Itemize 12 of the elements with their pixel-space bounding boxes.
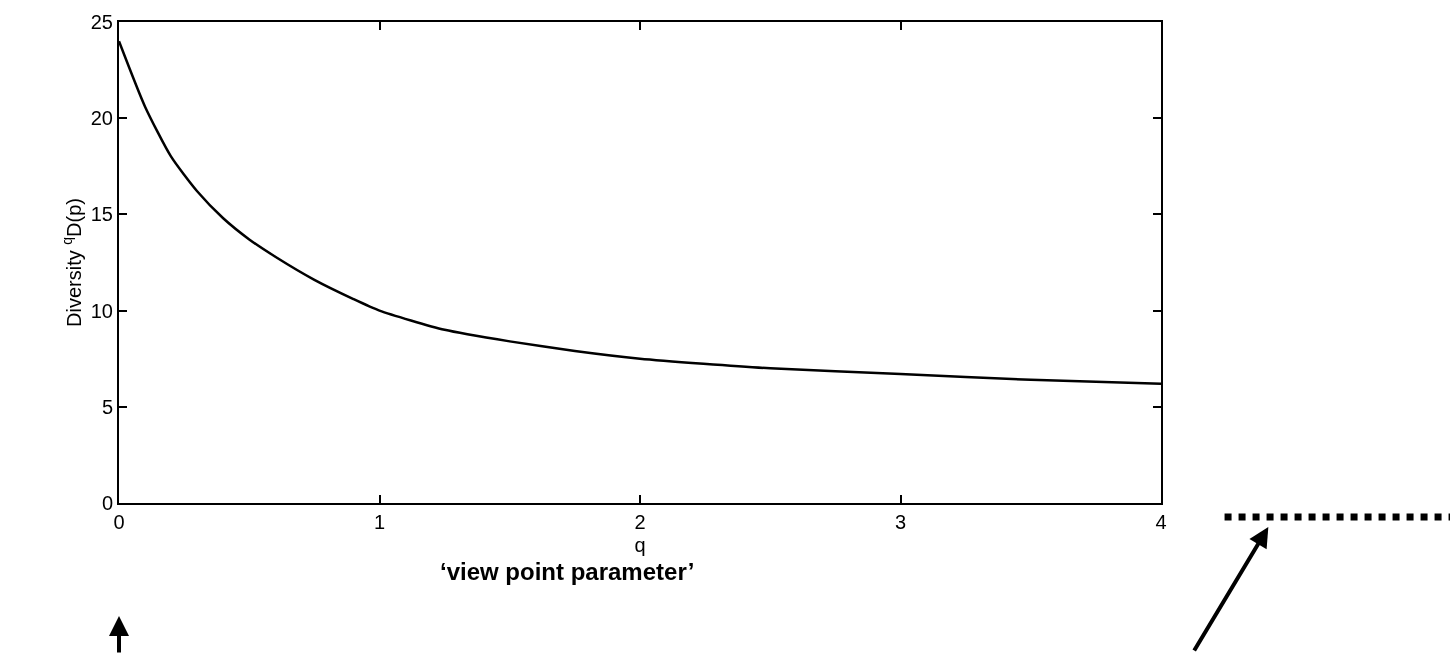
x-tick-label: 2 xyxy=(634,511,646,533)
y-tick-label: 5 xyxy=(101,395,113,418)
x-axis-title: q xyxy=(634,534,646,556)
y-tick-label: 20 xyxy=(90,107,113,130)
x-tick-label: 4 xyxy=(1155,511,1167,533)
y-tick-label: 0 xyxy=(101,492,113,514)
text: ‘view point parameter’ xyxy=(440,558,695,585)
x-tick-label: 1 xyxy=(373,511,386,533)
x-tick-label: 3 xyxy=(894,511,907,533)
y-tick-label: 15 xyxy=(90,203,113,226)
y-tick-label: 10 xyxy=(90,299,113,322)
y-tick-label: 25 xyxy=(90,11,113,33)
